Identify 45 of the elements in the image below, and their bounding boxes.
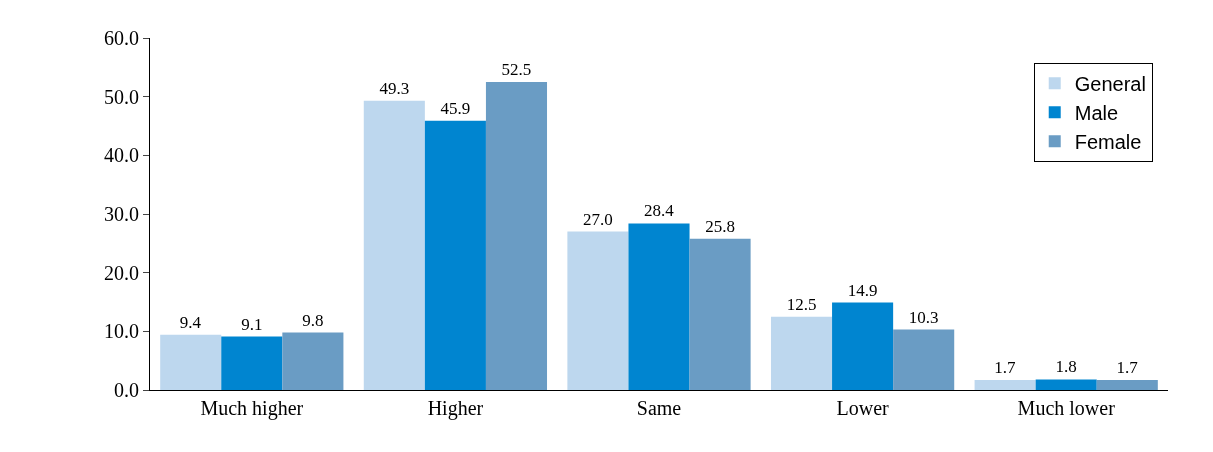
data-label: 49.3 <box>379 78 410 98</box>
bar <box>1035 379 1097 390</box>
legend-label: Male <box>1074 101 1119 124</box>
x-tick-label: Much lower <box>1017 397 1116 419</box>
x-tick-label: Much higher <box>200 397 304 420</box>
data-label: 12.5 <box>786 294 817 314</box>
x-tick-label: Lower <box>836 397 890 419</box>
x-tick-label: Higher <box>427 397 484 420</box>
bar <box>1096 380 1158 390</box>
bar <box>689 238 751 390</box>
data-label: 1.7 <box>1116 358 1139 378</box>
data-label: 10.3 <box>908 307 939 327</box>
y-tick-label: 10.0 <box>104 320 139 343</box>
data-label: 14.9 <box>847 280 878 300</box>
x-tick-label: Same <box>636 397 682 419</box>
bar <box>160 334 222 390</box>
bar <box>832 302 894 390</box>
bar <box>424 120 486 390</box>
data-label: 1.7 <box>994 358 1016 378</box>
bar <box>770 316 833 390</box>
legend-label: General <box>1074 72 1146 95</box>
data-label: 52.5 <box>501 60 532 79</box>
legend-label: Female <box>1074 130 1142 153</box>
data-label: 9.1 <box>241 314 263 334</box>
bar <box>567 231 629 390</box>
bar <box>282 332 344 390</box>
data-label: 9.4 <box>179 312 202 332</box>
y-tick-label: 40.0 <box>104 144 139 167</box>
y-tick-label: 0.0 <box>114 379 139 401</box>
bar <box>485 82 548 390</box>
bar <box>221 336 283 390</box>
data-label: 45.9 <box>440 98 471 118</box>
y-tick-label: 50.0 <box>104 85 139 108</box>
bar <box>363 100 425 390</box>
data-label: 27.0 <box>583 209 613 229</box>
y-tick-label: 60.0 <box>104 27 139 49</box>
y-tick-label: 30.0 <box>104 203 139 225</box>
data-label: 28.4 <box>643 201 675 221</box>
y-tick-label: 20.0 <box>104 261 139 284</box>
bar <box>893 329 955 390</box>
data-label: 25.8 <box>705 216 735 236</box>
data-label: 1.8 <box>1055 357 1077 377</box>
data-label: 9.8 <box>302 310 324 330</box>
bar <box>628 223 690 390</box>
bar <box>974 380 1036 390</box>
